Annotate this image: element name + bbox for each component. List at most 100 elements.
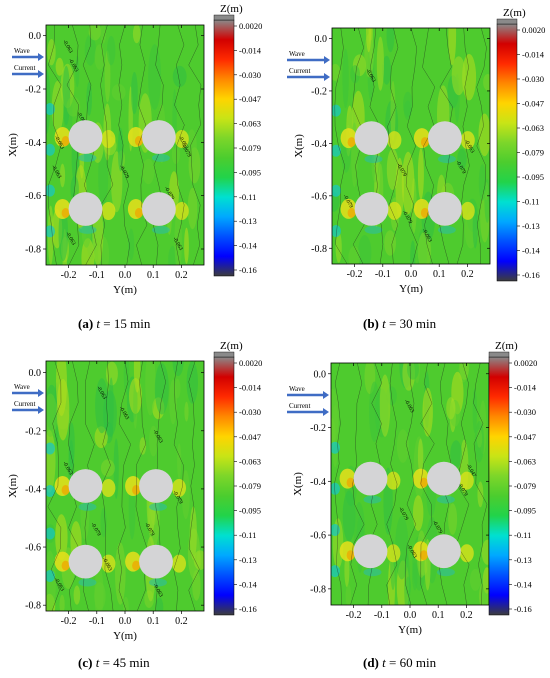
x-tick-label: -0.1 bbox=[89, 616, 105, 627]
edge-patch bbox=[46, 527, 55, 540]
contour-plot-d: -0.063-0.047-0.079-0.079-0.079-0.063 -0.2… bbox=[287, 340, 537, 636]
contour-line bbox=[387, 28, 399, 264]
x-tick-label: 0.2 bbox=[460, 610, 473, 621]
deposition-patch bbox=[386, 471, 401, 490]
deposition-core bbox=[347, 137, 356, 148]
deposition-core bbox=[61, 136, 70, 146]
y-axis-label: X(m) bbox=[7, 133, 19, 157]
texture-streak bbox=[55, 514, 68, 561]
colorbar-tick-label: -0.047 bbox=[239, 432, 261, 442]
texture-streak bbox=[344, 553, 350, 588]
texture-streak bbox=[100, 507, 107, 538]
x-tick-label: 0.0 bbox=[119, 270, 132, 281]
current-arrow-label: Current bbox=[14, 400, 35, 408]
texture-streak bbox=[100, 459, 115, 477]
pile-1 bbox=[68, 469, 103, 503]
colorbar-title: Z(m) bbox=[220, 340, 243, 352]
pile-3 bbox=[353, 534, 388, 569]
wave-arrow-label: Wave bbox=[289, 50, 305, 58]
colorbar-tick-label: -0.095 bbox=[522, 172, 544, 182]
texture-streak bbox=[177, 443, 182, 480]
texture-streak bbox=[174, 209, 182, 265]
deposition-patch bbox=[172, 554, 186, 573]
texture-streak bbox=[472, 207, 478, 249]
colorbar-tick-label: -0.095 bbox=[514, 506, 536, 516]
texture-streak bbox=[469, 568, 481, 591]
wave-arrow-head bbox=[323, 391, 329, 399]
texture-streak bbox=[192, 569, 201, 601]
edge-patch bbox=[46, 103, 55, 115]
texture-streak bbox=[477, 481, 484, 508]
texture-streak bbox=[342, 490, 356, 542]
y-tick-label: 0.0 bbox=[29, 31, 42, 42]
deposition-core bbox=[419, 477, 428, 488]
texture-streak bbox=[331, 389, 340, 443]
colorbar-tick-label: -0.14 bbox=[514, 579, 532, 589]
texture-streak bbox=[345, 584, 352, 605]
texture-streak bbox=[332, 192, 340, 212]
contour-line bbox=[100, 25, 114, 265]
y-tick-label: 0.0 bbox=[315, 34, 328, 45]
colorbar-tick-label: 0.0020 bbox=[239, 358, 262, 368]
scour-patch bbox=[149, 578, 167, 587]
contour-line bbox=[456, 28, 470, 264]
colorbar-tick-label: -0.014 bbox=[522, 50, 545, 60]
y-tick-label: -0.8 bbox=[311, 244, 327, 255]
deposition-patch bbox=[387, 201, 402, 220]
caption-b: (b) t = 30 min bbox=[363, 316, 437, 331]
colorbar-tick-label: -0.063 bbox=[514, 456, 536, 466]
colorbar-tick-label: -0.030 bbox=[514, 407, 536, 417]
deposition-patch bbox=[459, 471, 474, 490]
pile-1 bbox=[354, 121, 389, 155]
scour-patch bbox=[78, 578, 97, 587]
x-tick-label: -0.1 bbox=[89, 270, 105, 281]
y-tick-label: -0.4 bbox=[25, 138, 41, 149]
texture-streak bbox=[417, 438, 424, 475]
texture-streak bbox=[472, 387, 477, 434]
texture-streak bbox=[128, 228, 135, 261]
colorbar-tick-label: -0.030 bbox=[239, 70, 261, 80]
texture-streak bbox=[413, 495, 424, 531]
colorbar-tick-label: -0.16 bbox=[514, 604, 532, 614]
colorbar-tick-label: 0.0020 bbox=[239, 21, 262, 31]
current-arrow-label: Current bbox=[14, 64, 35, 72]
colorbar-tick-label: -0.14 bbox=[239, 579, 257, 589]
pile-4 bbox=[142, 192, 176, 226]
texture-streak bbox=[100, 25, 106, 44]
texture-streak bbox=[174, 378, 181, 399]
scour-patch bbox=[436, 495, 455, 504]
colorbar-title: Z(m) bbox=[503, 7, 526, 19]
contour-line bbox=[188, 25, 202, 265]
contour-plot-a: -0.063-0.063-0.063-0.063 -0.063-0.079-0.0… bbox=[7, 3, 262, 296]
x-tick-label: -0.2 bbox=[61, 616, 77, 627]
caption-c: (c) t = 45 min bbox=[78, 655, 150, 670]
contour-line bbox=[405, 28, 418, 264]
texture-streak bbox=[95, 378, 109, 434]
colorbar-tick-label: -0.014 bbox=[514, 383, 537, 393]
deposition-core bbox=[132, 560, 141, 571]
texture-streak bbox=[403, 100, 412, 121]
current-arrow-head bbox=[38, 70, 44, 78]
x-tick-label: 0.1 bbox=[432, 610, 445, 621]
texture-streak bbox=[342, 48, 349, 109]
texture-streak bbox=[131, 71, 138, 115]
x-tick-label: -0.1 bbox=[374, 610, 390, 621]
scour-patch bbox=[436, 568, 455, 577]
scour-patch bbox=[364, 155, 383, 164]
contour-line bbox=[350, 363, 365, 605]
wave-arrow-label: Wave bbox=[14, 47, 30, 55]
colorbar-top-cap bbox=[488, 351, 510, 358]
y-tick-label: -0.8 bbox=[25, 601, 41, 612]
x-axis-label: Y(m) bbox=[399, 283, 423, 295]
x-tick-label: 0.0 bbox=[405, 269, 418, 280]
texture-streak bbox=[478, 582, 489, 605]
texture-streak bbox=[446, 397, 456, 420]
edge-patch bbox=[46, 184, 55, 197]
texture-streak bbox=[73, 585, 81, 605]
wave-arrow-head bbox=[38, 389, 44, 397]
contour-plot-b: -0.063-0.063-0.079 -0.079-0.079-0.079-0.0… bbox=[287, 7, 545, 295]
y-axis-label: X(m) bbox=[292, 472, 304, 496]
y-tick-label: -0.8 bbox=[310, 584, 326, 595]
texture-streak bbox=[407, 363, 419, 380]
contour-plot-c: -0.063-0.063-0.063-0.063-0.079-0.079 -0.0… bbox=[7, 340, 262, 642]
